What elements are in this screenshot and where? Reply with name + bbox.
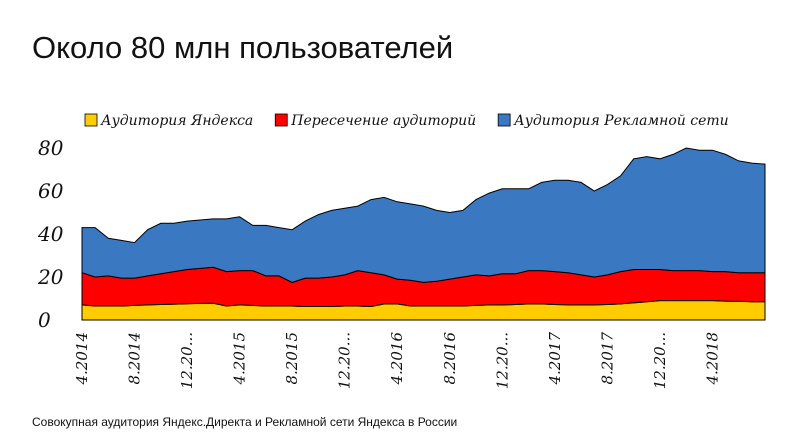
x-tick-label: 12.20...	[651, 332, 669, 389]
y-tick-label: 20	[37, 265, 64, 289]
area	[81, 147, 766, 283]
x-tick-label: 8.2017	[598, 332, 616, 385]
y-tick-label: 0	[38, 308, 51, 332]
x-tick-label: 4.2018	[703, 332, 721, 386]
y-tick-label: 40	[37, 222, 64, 246]
x-tick-label: 12.20...	[336, 332, 354, 389]
x-tick-label: 4.2016	[388, 332, 406, 386]
x-tick-label: 8.2016	[441, 332, 459, 385]
y-tick-label: 60	[38, 179, 64, 203]
y-tick-label: 80	[38, 136, 64, 160]
legend-swatch	[274, 113, 288, 127]
x-tick-label: 8.2015	[283, 332, 301, 385]
x-tick-label: 8.2014	[126, 332, 144, 385]
x-tick-label: 4.2015	[231, 332, 249, 386]
legend-swatch	[84, 113, 98, 127]
chart-title: Около 80 млн пользователей	[32, 30, 453, 65]
legend-swatch	[497, 113, 511, 127]
x-tick-label: 12.20...	[178, 332, 196, 389]
legend-label: Аудитория Рекламной сети	[513, 113, 728, 129]
legend-label: Пересечение аудиторий	[290, 113, 476, 129]
footnote: Совокупная аудитория Яндекс.Директа и Ре…	[32, 415, 457, 429]
x-tick-label: 4.2017	[546, 332, 564, 386]
legend-label: Аудитория Яндекса	[100, 113, 253, 129]
x-tick-label: 4.2014	[73, 332, 91, 386]
x-tick-label: 12.20...	[493, 332, 511, 389]
